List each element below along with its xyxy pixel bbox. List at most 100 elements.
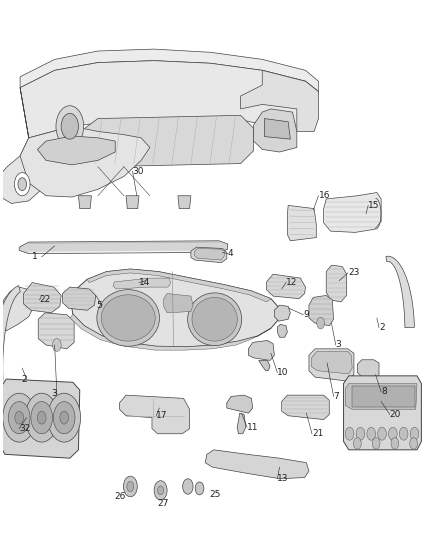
Polygon shape: [227, 395, 253, 413]
Polygon shape: [113, 278, 170, 289]
Circle shape: [317, 317, 325, 329]
Polygon shape: [191, 247, 227, 263]
Polygon shape: [324, 192, 381, 232]
Text: 20: 20: [390, 410, 401, 419]
Ellipse shape: [187, 293, 242, 345]
Circle shape: [61, 114, 78, 139]
Text: 1: 1: [32, 252, 37, 261]
Circle shape: [353, 438, 361, 449]
Polygon shape: [120, 395, 190, 434]
Text: 3: 3: [51, 390, 57, 398]
Text: 25: 25: [210, 490, 221, 499]
Polygon shape: [20, 126, 150, 197]
Circle shape: [410, 427, 419, 440]
Circle shape: [410, 438, 417, 449]
Text: 22: 22: [39, 295, 51, 304]
Polygon shape: [78, 196, 92, 208]
Circle shape: [53, 338, 61, 351]
Circle shape: [31, 401, 53, 434]
Polygon shape: [240, 70, 318, 132]
Circle shape: [158, 486, 164, 495]
Polygon shape: [274, 305, 290, 321]
Polygon shape: [0, 88, 46, 204]
Polygon shape: [287, 205, 316, 241]
Text: 8: 8: [381, 387, 387, 397]
Polygon shape: [326, 265, 346, 302]
Polygon shape: [386, 256, 414, 328]
Text: 5: 5: [96, 301, 102, 310]
Polygon shape: [357, 360, 379, 379]
Circle shape: [3, 393, 35, 442]
Circle shape: [18, 177, 27, 191]
Text: 14: 14: [139, 278, 150, 287]
Text: 15: 15: [368, 201, 380, 210]
Circle shape: [391, 438, 399, 449]
Polygon shape: [194, 248, 224, 260]
Text: 10: 10: [277, 368, 289, 377]
Polygon shape: [309, 349, 354, 381]
Text: 2: 2: [379, 323, 385, 332]
Text: 30: 30: [133, 167, 144, 176]
Text: 2: 2: [21, 375, 27, 384]
Circle shape: [195, 482, 204, 495]
Text: 11: 11: [247, 423, 258, 432]
Polygon shape: [259, 360, 270, 371]
Text: 17: 17: [156, 411, 168, 420]
Polygon shape: [20, 49, 318, 92]
Circle shape: [389, 427, 397, 440]
Polygon shape: [20, 61, 318, 138]
Circle shape: [183, 479, 193, 494]
Polygon shape: [19, 241, 228, 254]
Circle shape: [127, 481, 134, 491]
Text: 27: 27: [157, 499, 169, 508]
Polygon shape: [37, 136, 115, 165]
Bar: [352, 386, 415, 407]
Circle shape: [345, 427, 354, 440]
Circle shape: [56, 106, 84, 147]
Polygon shape: [38, 313, 74, 349]
Text: 26: 26: [115, 492, 126, 501]
Text: 21: 21: [312, 429, 323, 438]
Polygon shape: [87, 269, 271, 302]
Polygon shape: [0, 379, 80, 458]
Polygon shape: [164, 294, 193, 313]
Polygon shape: [345, 384, 417, 409]
Polygon shape: [126, 196, 139, 208]
Polygon shape: [0, 286, 20, 381]
Polygon shape: [311, 351, 352, 374]
Polygon shape: [24, 282, 61, 313]
Polygon shape: [63, 287, 96, 310]
Circle shape: [60, 411, 68, 424]
Circle shape: [356, 427, 365, 440]
Circle shape: [8, 401, 30, 434]
Polygon shape: [2, 287, 34, 331]
Polygon shape: [178, 196, 191, 208]
Circle shape: [37, 411, 46, 424]
Circle shape: [367, 427, 375, 440]
Polygon shape: [70, 314, 271, 350]
Text: 4: 4: [228, 249, 233, 258]
Circle shape: [372, 438, 380, 449]
Circle shape: [124, 476, 137, 497]
Polygon shape: [248, 341, 274, 360]
Circle shape: [154, 481, 167, 500]
Text: 3: 3: [336, 341, 342, 350]
Text: 9: 9: [304, 310, 309, 319]
Text: 7: 7: [334, 392, 339, 401]
Ellipse shape: [97, 289, 159, 346]
Polygon shape: [267, 274, 305, 298]
Text: 32: 32: [19, 424, 31, 433]
Text: 12: 12: [286, 278, 297, 287]
Circle shape: [378, 427, 386, 440]
Text: 13: 13: [277, 474, 289, 483]
Polygon shape: [237, 413, 246, 434]
Polygon shape: [277, 325, 287, 337]
Polygon shape: [265, 118, 290, 139]
Circle shape: [14, 173, 30, 196]
Polygon shape: [71, 269, 279, 347]
Polygon shape: [205, 450, 309, 479]
Ellipse shape: [192, 297, 237, 341]
Circle shape: [25, 393, 58, 442]
Polygon shape: [309, 295, 334, 326]
Circle shape: [53, 401, 75, 434]
